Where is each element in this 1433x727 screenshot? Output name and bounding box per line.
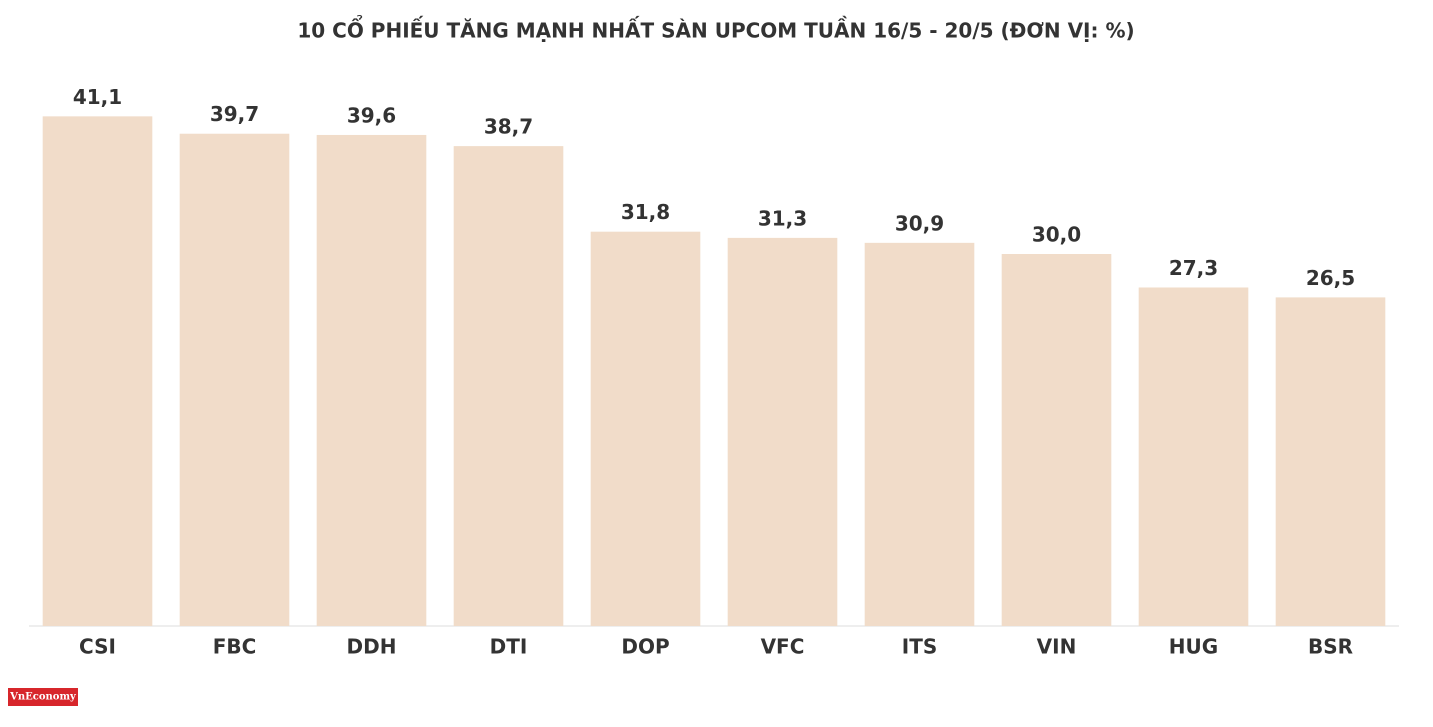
x-tick-label: VIN <box>1037 635 1077 659</box>
value-label: 41,1 <box>73 85 122 109</box>
bar <box>179 133 290 626</box>
value-label: 30,0 <box>1032 223 1081 247</box>
x-tick-label: HUG <box>1169 635 1218 659</box>
x-tick-label: FBC <box>213 635 257 659</box>
value-label: 38,7 <box>484 115 533 139</box>
bar <box>453 146 564 626</box>
logo: VnEconomy <box>9 692 77 703</box>
value-label: 26,5 <box>1306 266 1355 290</box>
value-label: 39,6 <box>347 103 396 127</box>
bar <box>1138 287 1249 626</box>
x-tick-label: CSI <box>79 635 116 659</box>
value-label: 31,8 <box>621 200 670 224</box>
x-tick-label: DDH <box>347 635 397 659</box>
x-tick-label: DTI <box>490 635 528 659</box>
bar <box>42 116 153 627</box>
chart-title: 10 CỔ PHIẾU TĂNG MẠNH NHẤT SÀN UPCOM TUẦ… <box>297 16 1134 43</box>
bar <box>316 134 427 626</box>
x-tick-label: BSR <box>1308 635 1353 659</box>
x-tick-label: ITS <box>902 635 938 659</box>
value-label: 27,3 <box>1169 256 1218 280</box>
bar <box>1275 297 1386 626</box>
logo-box <box>8 688 78 706</box>
bar <box>727 237 838 626</box>
bar <box>864 242 975 626</box>
value-label: 30,9 <box>895 211 944 235</box>
value-label: 31,3 <box>758 206 807 230</box>
value-label: 39,7 <box>210 102 259 126</box>
x-tick-label: DOP <box>621 635 669 659</box>
bar <box>590 231 701 626</box>
x-tick-label: VFC <box>761 635 805 659</box>
bar <box>1001 254 1112 626</box>
